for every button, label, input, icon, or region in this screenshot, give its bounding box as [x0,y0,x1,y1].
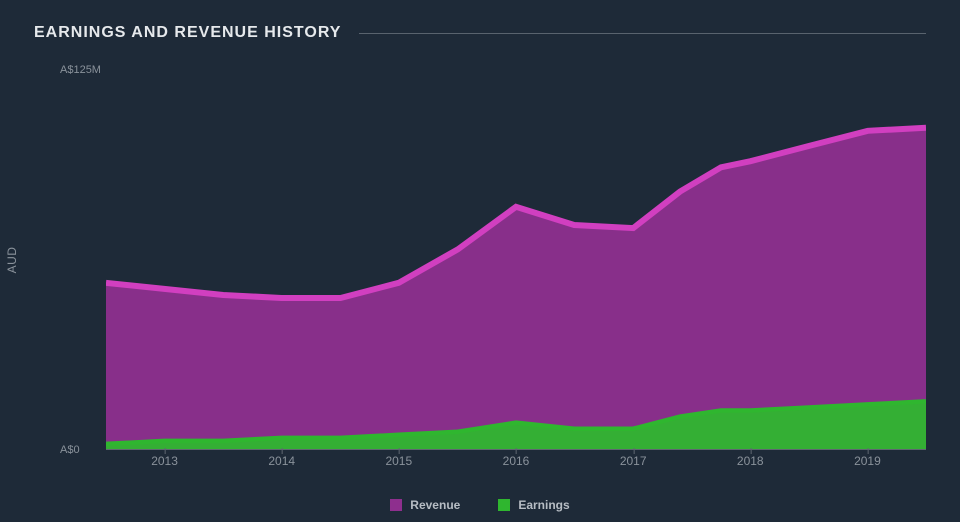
y-tick-upper: A$125M [60,64,101,76]
area-chart-svg [106,70,926,450]
legend-swatch-revenue [390,499,402,511]
legend-label-earnings: Earnings [518,498,569,512]
chart-container: EARNINGS AND REVENUE HISTORY AUD A$125M … [0,0,960,522]
y-tick-lower: A$0 [60,444,80,456]
x-tick-label: 2013 [151,454,178,468]
x-tick-label: 2015 [385,454,412,468]
legend-label-revenue: Revenue [410,498,460,512]
x-tick-label: 2019 [854,454,881,468]
x-tick-label: 2016 [503,454,530,468]
legend: Revenue Earnings [0,498,960,512]
x-tick-label: 2018 [737,454,764,468]
x-tick-label: 2017 [620,454,647,468]
chart-title: EARNINGS AND REVENUE HISTORY [34,24,341,42]
x-axis-ticks: 2013 2014 2015 2016 2017 2018 2019 [106,454,926,474]
title-row: EARNINGS AND REVENUE HISTORY [34,24,926,42]
title-divider [359,33,926,34]
revenue-area [106,128,926,450]
legend-item-revenue: Revenue [390,498,460,512]
y-axis-label: AUD [5,247,19,274]
plot-area [106,70,926,450]
legend-swatch-earnings [498,499,510,511]
legend-item-earnings: Earnings [498,498,569,512]
x-tick-label: 2014 [268,454,295,468]
chart-plot-zone: AUD A$125M A$0 2013201420152016201720182… [34,70,926,450]
